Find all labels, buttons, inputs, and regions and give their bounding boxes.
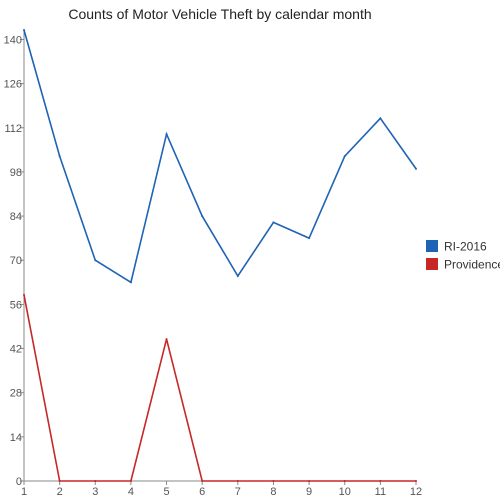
x-tick-label: 8 (270, 486, 276, 498)
x-tick-label: 5 (163, 486, 169, 498)
y-tick-label: 70 (10, 255, 22, 267)
data-point (201, 215, 204, 218)
data-point (165, 133, 168, 136)
x-tick-label: 4 (128, 486, 134, 498)
x-tick-label: 9 (306, 486, 312, 498)
data-point (23, 293, 25, 296)
data-point (308, 480, 311, 482)
data-point (343, 155, 346, 158)
data-point (236, 480, 239, 482)
series-lines (23, 29, 417, 482)
x-tick-label: 6 (199, 486, 205, 498)
data-point (58, 480, 61, 482)
y-tick-label: 0 (16, 476, 22, 488)
data-point (94, 480, 97, 482)
y-tick-label: 112 (4, 123, 22, 135)
x-tick-label: 2 (57, 486, 63, 498)
data-point (272, 221, 275, 224)
data-point (129, 480, 132, 482)
x-tick-label: 11 (375, 486, 386, 498)
y-tick-label: 98 (10, 167, 22, 179)
x-tick-label: 7 (235, 486, 241, 498)
y-tick-label: 42 (10, 344, 22, 356)
y-tick-label: 140 (4, 34, 22, 46)
x-tick-label: 1 (21, 486, 27, 498)
chart-title: Counts of Motor Vehicle Theft by calenda… (68, 6, 371, 22)
data-point (23, 29, 25, 31)
legend-swatch (426, 240, 438, 252)
data-point (272, 480, 275, 482)
data-point (165, 338, 168, 341)
data-point (129, 281, 132, 284)
legend: RI-2016 Providence (426, 240, 500, 272)
y-tick-labels: 0 14 28 42 56 70 84 98 112 126 140 (4, 34, 24, 488)
data-point (308, 237, 311, 240)
legend-label: RI-2016 (444, 240, 487, 254)
data-point (58, 155, 61, 158)
data-point (94, 259, 97, 262)
data-point (379, 117, 382, 120)
data-point (379, 480, 382, 482)
x-tick-labels: 1 2 3 4 5 6 7 8 9 10 11 12 (21, 481, 422, 498)
series-line-2 (23, 294, 416, 482)
data-point (415, 167, 417, 170)
series-line-1 (23, 29, 417, 284)
x-tick-label: 10 (339, 486, 351, 498)
x-tick-label: 3 (92, 486, 98, 498)
y-tick-label: 84 (10, 211, 22, 223)
data-point (236, 275, 239, 277)
data-point (343, 480, 346, 482)
legend-label: Providence (444, 258, 500, 272)
legend-swatch (426, 258, 438, 270)
data-point (415, 480, 417, 482)
y-tick-label: 56 (10, 299, 22, 311)
y-tick-label: 126 (4, 79, 22, 91)
y-tick-label: 14 (10, 432, 22, 444)
data-point (201, 480, 204, 482)
y-tick-label: 28 (10, 388, 22, 400)
x-tick-label: 12 (410, 486, 422, 498)
